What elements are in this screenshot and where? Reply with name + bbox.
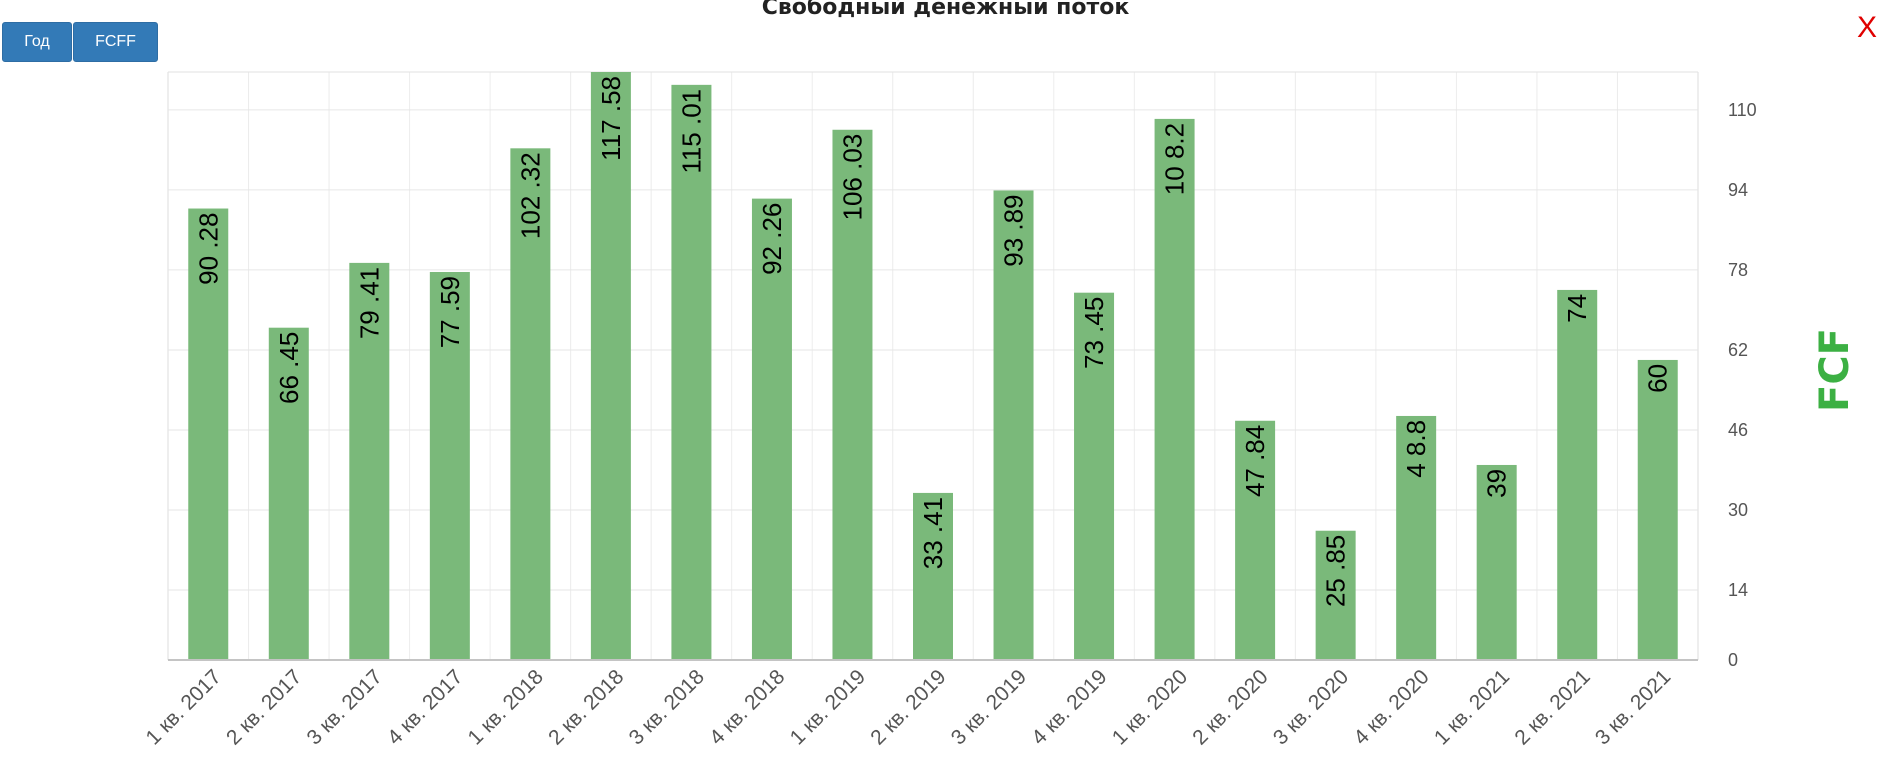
data-label: 115 .01: [676, 89, 706, 174]
data-label: 93 .89: [999, 194, 1029, 266]
data-label: 33 .41: [918, 497, 948, 569]
bar: [832, 129, 873, 660]
data-label: 77 .59: [435, 276, 465, 348]
data-label: 92 .26: [757, 203, 787, 275]
y-tick-label: 30: [1728, 500, 1748, 520]
x-tick-label: 1 кв. 2019: [786, 665, 870, 749]
x-tick-label: 2 кв. 2020: [1188, 665, 1272, 749]
bar: [1154, 118, 1195, 661]
bar: [188, 208, 229, 660]
data-label: 47 .84: [1240, 425, 1270, 497]
data-label: 39: [1482, 469, 1512, 498]
y-tick-label: 14: [1728, 580, 1748, 600]
x-tick-label: 3 кв. 2021: [1591, 665, 1675, 749]
bar: [751, 198, 792, 661]
x-tick-label: 2 кв. 2017: [222, 665, 306, 749]
data-label: 4 8.8: [1401, 420, 1431, 478]
bar: [510, 148, 551, 660]
bar: [671, 84, 712, 661]
data-label: 60: [1643, 364, 1673, 393]
bar: [429, 271, 470, 660]
data-label: 74: [1562, 294, 1592, 323]
bar: [1074, 292, 1115, 660]
bar: [993, 190, 1034, 660]
y-tick-label: 0: [1728, 650, 1738, 670]
x-tick-label: 3 кв. 2018: [625, 665, 709, 749]
bar: [590, 72, 631, 660]
y-tick-label: 110: [1728, 100, 1757, 120]
x-tick-label: 2 кв. 2019: [866, 665, 950, 749]
x-tick-label: 3 кв. 2020: [1269, 665, 1353, 749]
x-tick-label: 2 кв. 2021: [1510, 665, 1594, 749]
x-tick-label: 4 кв. 2017: [383, 665, 467, 749]
x-tick-label: 1 кв. 2021: [1430, 665, 1514, 749]
data-label: 25 .85: [1321, 535, 1351, 607]
metric-fcff-button[interactable]: FCFF: [73, 22, 158, 62]
data-label: 90 .28: [193, 213, 223, 285]
close-icon[interactable]: X: [1856, 11, 1877, 44]
y-tick-label: 62: [1728, 340, 1748, 360]
bar: [349, 262, 390, 660]
data-label: 102 .32: [515, 152, 545, 239]
x-tick-label: 4 кв. 2019: [1027, 665, 1111, 749]
bar: [1235, 420, 1276, 660]
chart-title: Свободный денежный поток: [761, 0, 1130, 20]
data-label: 117 .58: [596, 76, 626, 161]
y-tick-label: 94: [1728, 180, 1748, 200]
y-axis-title: FCF: [1812, 327, 1858, 413]
x-tick-label: 3 кв. 2019: [947, 665, 1031, 749]
data-label: 73 .45: [1079, 297, 1109, 369]
x-tick-label: 1 кв. 2020: [1108, 665, 1192, 749]
bar: [1476, 464, 1517, 660]
period-year-button[interactable]: Год: [2, 22, 72, 62]
x-tick-label: 4 кв. 2020: [1349, 665, 1433, 749]
bar: [1637, 359, 1678, 660]
bar: [1557, 289, 1598, 660]
bar: [1315, 530, 1356, 660]
y-tick-label: 46: [1728, 420, 1748, 440]
x-tick-label: 1 кв. 2017: [141, 665, 225, 749]
x-tick-label: 3 кв. 2017: [303, 665, 387, 749]
bar: [1396, 415, 1437, 660]
bar: [913, 492, 953, 660]
data-label: 10 8.2: [1160, 123, 1190, 195]
bar: [268, 327, 309, 660]
data-label: 66 .45: [274, 332, 304, 404]
y-tick-label: 78: [1728, 260, 1748, 280]
data-label: 106 .03: [837, 134, 867, 221]
data-label: 79 .41: [354, 267, 384, 339]
x-tick-label: 2 кв. 2018: [544, 665, 628, 749]
x-tick-label: 4 кв. 2018: [705, 665, 789, 749]
x-tick-label: 1 кв. 2018: [464, 665, 548, 749]
